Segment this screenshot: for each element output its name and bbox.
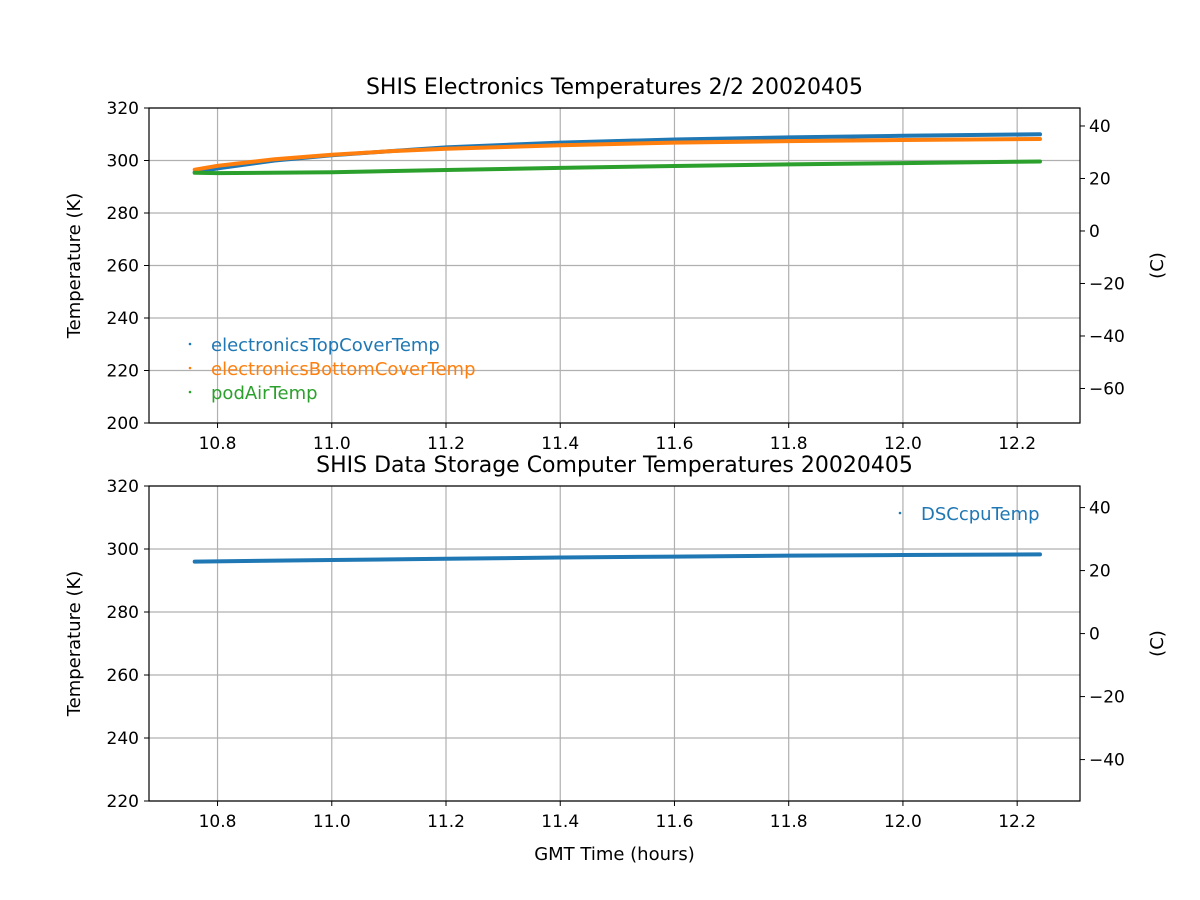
x-axis-label: GMT Time (hours): [534, 844, 695, 865]
y-right-tick-label: 40: [1089, 117, 1111, 137]
x-tick-label: 11.0: [313, 812, 351, 832]
y-tick-label: 260: [107, 666, 139, 686]
y-tick-label: 320: [107, 477, 139, 497]
y-tick-label: 240: [107, 309, 139, 329]
y-tick-label: 280: [107, 603, 139, 623]
x-tick-label: 12.0: [884, 812, 922, 832]
y-tick-label: 320: [107, 99, 139, 119]
chart-title: SHIS Electronics Temperatures 2/2 200204…: [366, 75, 863, 100]
legend-label-podAirTemp: podAirTemp: [211, 383, 318, 404]
legend-marker-DSCcpuTemp: [898, 511, 902, 515]
y-right-tick-label: −20: [1089, 688, 1125, 708]
y-right-axis-label: (C): [1147, 252, 1168, 279]
x-tick-label: 11.8: [770, 812, 808, 832]
x-tick-label: 11.4: [541, 812, 579, 832]
series-line-podAirTemp: [192, 159, 1042, 176]
x-tick-label: 12.2: [998, 434, 1036, 454]
x-tick-label: 10.8: [199, 812, 237, 832]
plot-frame: [148, 485, 1081, 802]
chart-title: SHIS Data Storage Computer Temperatures …: [316, 453, 913, 478]
y-right-tick-label: −20: [1089, 274, 1125, 294]
x-tick-label: 11.6: [656, 434, 694, 454]
legend-marker-electronicsTopCoverTemp: [188, 342, 192, 346]
y-right-tick-label: 20: [1089, 562, 1111, 582]
legend-marker-electronicsBottomCoverTemp: [188, 366, 192, 370]
legend-label-electronicsTopCoverTemp: electronicsTopCoverTemp: [211, 335, 440, 356]
y-right-tick-label: 40: [1089, 499, 1111, 519]
x-tick-label: 11.8: [770, 434, 808, 454]
y-right-tick-label: 20: [1089, 169, 1111, 189]
y-right-tick-label: −40: [1089, 751, 1125, 771]
y-tick-label: 240: [107, 729, 139, 749]
y-tick-label: 300: [107, 152, 139, 172]
series-line-DSCcpuTemp: [192, 552, 1042, 564]
y-right-axis-label: (C): [1147, 630, 1168, 657]
x-tick-label: 11.4: [541, 434, 579, 454]
y-right-tick-label: −40: [1089, 327, 1125, 347]
y-tick-label: 220: [107, 362, 139, 382]
y-axis-label: Temperature (K): [64, 193, 85, 340]
y-tick-label: 300: [107, 540, 139, 560]
x-tick-label: 11.0: [313, 434, 351, 454]
x-tick-label: 10.8: [199, 434, 237, 454]
x-tick-label: 11.2: [427, 812, 465, 832]
y-right-tick-label: −60: [1089, 379, 1125, 399]
y-tick-label: 220: [107, 792, 139, 812]
legend-marker-podAirTemp: [188, 390, 192, 394]
chart-top-electronics: 10.8 11.0 11.2 11.4 11.6 11.8 12.0 12.220022024…: [64, 75, 1168, 454]
legend-label-DSCcpuTemp: DSCcpuTemp: [921, 504, 1040, 525]
y-tick-label: 200: [107, 414, 139, 434]
legend-label-electronicsBottomCoverTemp: electronicsBottomCoverTemp: [211, 359, 476, 380]
y-axis-label: Temperature (K): [64, 571, 85, 718]
y-tick-label: 260: [107, 257, 139, 277]
x-tick-label: 12.2: [998, 812, 1036, 832]
x-tick-label: 11.2: [427, 434, 465, 454]
x-tick-label: 11.6: [656, 812, 694, 832]
y-right-tick-label: 0: [1089, 625, 1100, 645]
series-line-electronicsBottomCoverTemp: [192, 137, 1042, 172]
y-tick-label: 280: [107, 204, 139, 224]
chart-bottom-storage-computer: 10.8 11.0 11.2 11.4 11.6 11.8 12.0 12.2 220 240 26…: [64, 453, 1168, 865]
y-right-tick-label: 0: [1089, 222, 1100, 242]
x-tick-label: 12.0: [884, 434, 922, 454]
